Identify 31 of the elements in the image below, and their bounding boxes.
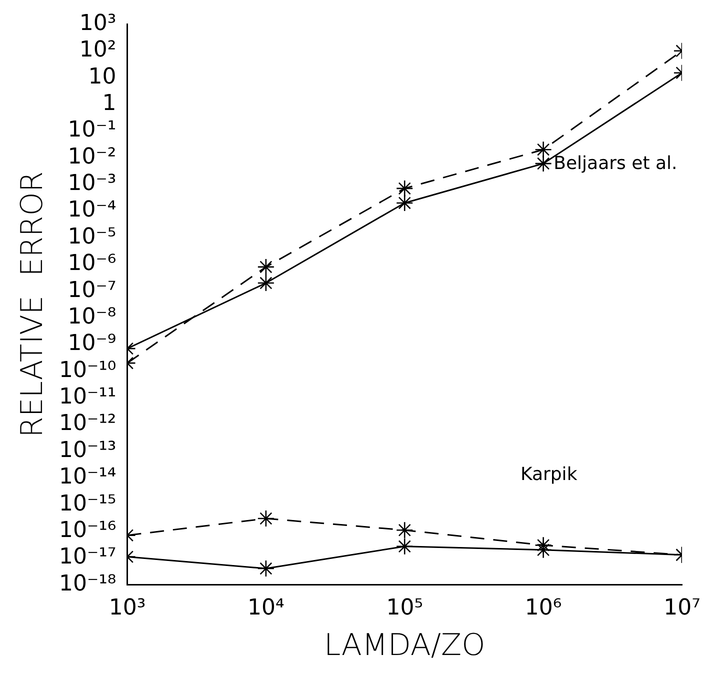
y-tick-label: 10⁻¹⁰ bbox=[58, 358, 116, 383]
y-axis-title: RELATIVE ERROR bbox=[14, 171, 50, 438]
x-tick-label: 10⁴ bbox=[248, 596, 285, 621]
y-tick-label: 10⁻¹¹ bbox=[58, 384, 116, 410]
y-tick-label: 10³ bbox=[79, 10, 116, 36]
annotation: Beljaars et al. bbox=[554, 152, 678, 174]
x-tick-label: 10⁶ bbox=[524, 596, 562, 621]
annotation: Karpik bbox=[520, 464, 578, 485]
x-axis-title: LAMDA/ZO bbox=[324, 628, 486, 663]
y-tick-label: 1 bbox=[102, 90, 116, 116]
y-tick-label: 10⁻¹ bbox=[68, 118, 116, 143]
y-tick-label: 10² bbox=[79, 38, 116, 63]
y-tick-label: 10⁻¹² bbox=[58, 411, 116, 436]
y-tick-label: 10⁻⁶ bbox=[68, 251, 116, 276]
y-tick-label: 10 bbox=[88, 64, 116, 90]
y-tick-label: 10⁻⁹ bbox=[68, 331, 116, 356]
y-tick-label: 10⁻³ bbox=[68, 171, 116, 196]
y-tick-label: 10⁻¹³ bbox=[58, 438, 116, 463]
y-tick-label: 10⁻¹⁶ bbox=[58, 518, 116, 543]
y-tick-label: 10⁻⁷ bbox=[68, 278, 116, 303]
y-tick-label: 10⁻⁵ bbox=[68, 224, 116, 250]
y-tick-label: 10⁻⁴ bbox=[68, 198, 116, 223]
y-tick-label: 10⁻¹⁸ bbox=[58, 571, 116, 596]
y-tick-label: 10⁻¹⁴ bbox=[58, 464, 116, 490]
y-tick-label: 10⁻¹⁵ bbox=[58, 491, 116, 516]
y-tick-label: 10⁻² bbox=[68, 144, 116, 170]
x-tick-label: 10³ bbox=[108, 596, 146, 621]
x-tick-label: 10⁵ bbox=[386, 596, 424, 621]
y-tick-label: 10⁻⁸ bbox=[68, 304, 116, 330]
x-tick-label: 10⁷ bbox=[664, 596, 700, 621]
y-tick-label: 10⁻¹⁷ bbox=[58, 544, 116, 570]
